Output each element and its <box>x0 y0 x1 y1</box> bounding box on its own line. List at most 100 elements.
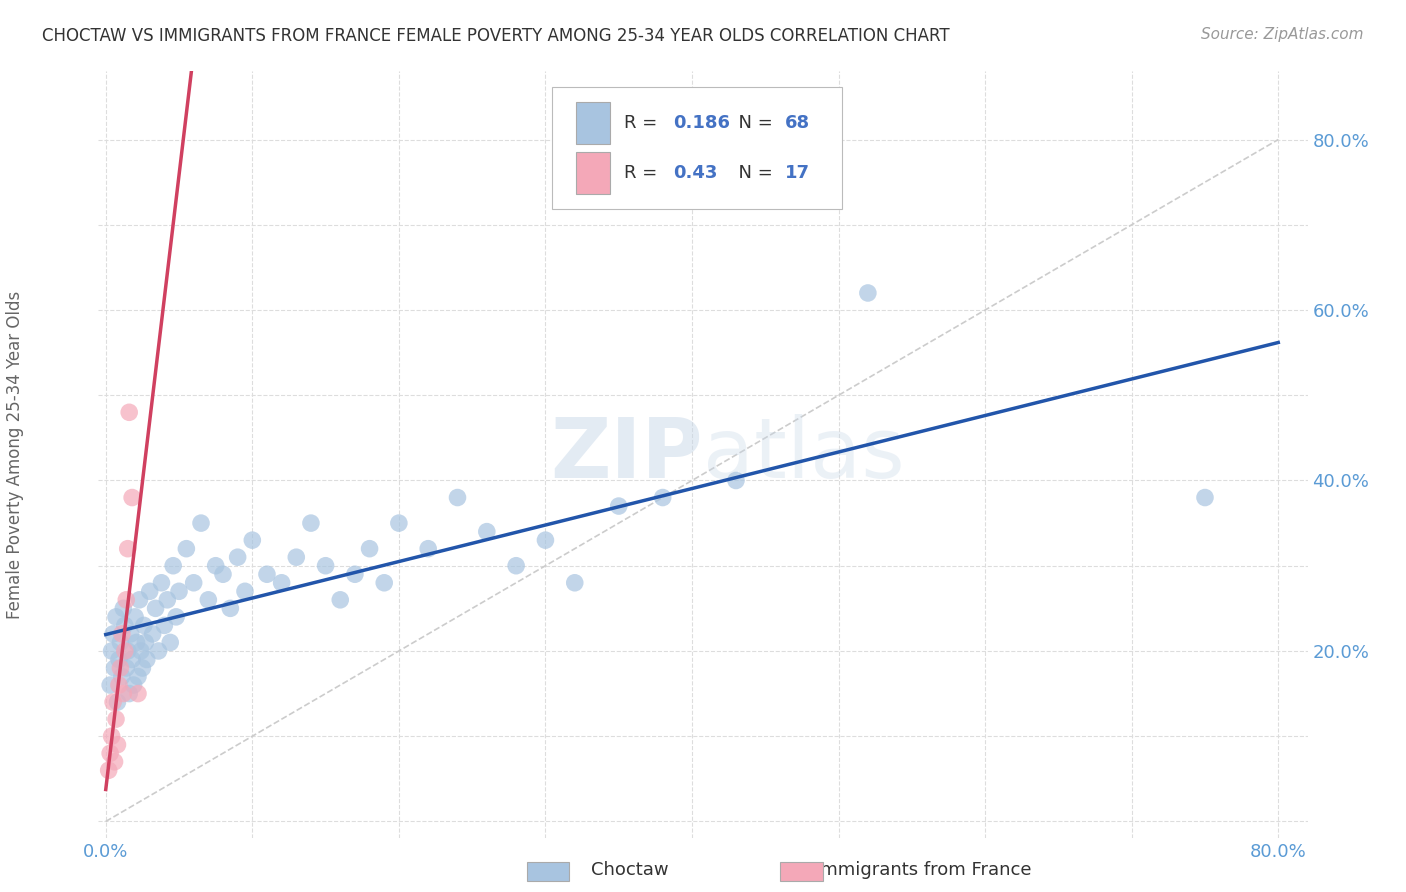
Point <box>111 669 134 683</box>
Point <box>1194 491 1216 505</box>
Point <box>724 474 747 488</box>
Point <box>359 541 381 556</box>
Text: R =: R = <box>624 164 669 182</box>
Point <box>118 405 141 419</box>
Text: 0.43: 0.43 <box>673 164 717 182</box>
Point <box>226 550 249 565</box>
Point <box>270 575 292 590</box>
Point <box>162 558 184 573</box>
Point <box>103 661 125 675</box>
Text: N =: N = <box>727 164 779 182</box>
Text: CHOCTAW VS IMMIGRANTS FROM FRANCE FEMALE POVERTY AMONG 25-34 YEAR OLDS CORRELATI: CHOCTAW VS IMMIGRANTS FROM FRANCE FEMALE… <box>42 27 950 45</box>
Point <box>505 558 527 573</box>
Point <box>118 687 141 701</box>
Point <box>475 524 498 539</box>
Point <box>138 584 160 599</box>
Point <box>105 610 128 624</box>
Point <box>100 729 122 743</box>
Text: 68: 68 <box>785 114 810 132</box>
Point <box>120 627 142 641</box>
FancyBboxPatch shape <box>576 152 610 194</box>
Point <box>112 687 135 701</box>
Point <box>127 687 149 701</box>
Point <box>142 627 165 641</box>
Point <box>135 652 157 666</box>
Point <box>98 678 121 692</box>
Text: 17: 17 <box>785 164 810 182</box>
Text: Source: ZipAtlas.com: Source: ZipAtlas.com <box>1201 27 1364 42</box>
Point <box>256 567 278 582</box>
Point <box>240 533 263 548</box>
Point <box>107 738 129 752</box>
Point <box>564 575 586 590</box>
Point <box>110 635 132 649</box>
Point <box>165 610 187 624</box>
Point <box>329 592 352 607</box>
Point <box>856 285 879 300</box>
Point <box>156 592 179 607</box>
Point <box>129 644 152 658</box>
Point <box>131 661 153 675</box>
Point <box>100 644 122 658</box>
Point <box>651 491 673 505</box>
Point <box>197 592 219 607</box>
Point <box>388 516 411 530</box>
Point <box>343 567 366 582</box>
Point <box>159 635 181 649</box>
Point <box>101 695 124 709</box>
Y-axis label: Female Poverty Among 25-34 Year Olds: Female Poverty Among 25-34 Year Olds <box>6 291 24 619</box>
Point <box>111 627 134 641</box>
Point <box>98 746 121 760</box>
Point <box>127 669 149 683</box>
Text: Choctaw: Choctaw <box>591 861 668 879</box>
Text: atlas: atlas <box>703 415 904 495</box>
Point <box>233 584 256 599</box>
Point <box>121 652 143 666</box>
Point <box>145 601 167 615</box>
Text: N =: N = <box>727 114 779 132</box>
Point <box>108 652 131 666</box>
Point <box>446 491 468 505</box>
FancyBboxPatch shape <box>551 87 842 210</box>
Point <box>115 661 138 675</box>
Text: ZIP: ZIP <box>551 415 703 495</box>
Point <box>148 644 170 658</box>
Point <box>315 558 337 573</box>
Point <box>150 575 173 590</box>
Point <box>299 516 322 530</box>
Text: 0.186: 0.186 <box>673 114 730 132</box>
Point <box>167 584 190 599</box>
Point <box>373 575 395 590</box>
Point <box>134 635 156 649</box>
Point <box>176 541 198 556</box>
Point <box>132 618 155 632</box>
Point <box>204 558 226 573</box>
Point <box>115 592 138 607</box>
Point <box>121 491 143 505</box>
Point <box>105 712 128 726</box>
Point <box>117 541 139 556</box>
Point <box>607 499 630 513</box>
Point <box>124 610 146 624</box>
Point <box>114 644 136 658</box>
FancyBboxPatch shape <box>576 102 610 145</box>
Point <box>122 678 145 692</box>
Point <box>112 601 135 615</box>
Point <box>103 755 125 769</box>
Point <box>183 575 205 590</box>
Point <box>110 661 132 675</box>
Point <box>190 516 212 530</box>
Point <box>153 618 176 632</box>
Point <box>114 618 136 632</box>
Point <box>219 601 242 615</box>
Point <box>117 644 139 658</box>
Point <box>108 678 131 692</box>
Text: Immigrants from France: Immigrants from France <box>815 861 1032 879</box>
Point <box>97 764 120 778</box>
Point <box>285 550 308 565</box>
Text: R =: R = <box>624 114 669 132</box>
Point <box>101 627 124 641</box>
Point <box>534 533 557 548</box>
Point <box>212 567 235 582</box>
Point <box>418 541 440 556</box>
